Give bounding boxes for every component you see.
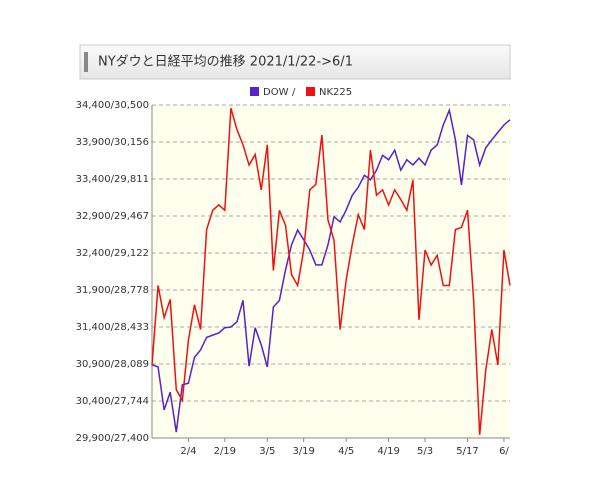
x-tick-label: 3/19: [292, 446, 314, 457]
title-accent: [84, 52, 88, 72]
y-tick-label: 30,900/28,089: [76, 359, 149, 370]
plot-area: [152, 105, 510, 438]
y-tick-label: 33,400/29,811: [76, 174, 149, 185]
x-tick-label: 2/19: [214, 446, 236, 457]
legend: DOW / NK225: [250, 87, 352, 98]
x-tick-label: 5/17: [456, 446, 478, 457]
legend-label: NK225: [319, 87, 352, 98]
x-tick-label: 6/: [499, 446, 509, 457]
y-tick-label: 32,900/29,467: [76, 211, 149, 222]
y-tick-label: 32,400/29,122: [76, 248, 149, 259]
legend-swatch: [306, 87, 315, 96]
y-tick-label: 31,400/28,433: [76, 322, 149, 333]
x-tick-label: 3/5: [259, 446, 275, 457]
y-tick-label: 30,400/27,744: [76, 396, 149, 407]
x-tick-label: 4/19: [377, 446, 399, 457]
x-tick-label: 5/3: [417, 446, 433, 457]
title-bar: [79, 44, 511, 80]
legend-label: DOW: [263, 87, 289, 98]
x-tick-label: 2/4: [180, 446, 196, 457]
legend-separator: /: [292, 87, 296, 98]
y-tick-label: 33,900/30,156: [76, 137, 149, 148]
line-series: [151, 108, 511, 435]
chart-title: NYダウと日経平均の推移 2021/1/22->6/1: [98, 55, 353, 70]
y-tick-label: 34,400/30,500: [76, 100, 149, 111]
legend-swatch: [250, 87, 259, 96]
y-tick-label: 29,900/27,400: [76, 433, 149, 444]
y-tick-label: 31,900/28,778: [76, 285, 149, 296]
x-tick-label: 4/5: [338, 446, 354, 457]
